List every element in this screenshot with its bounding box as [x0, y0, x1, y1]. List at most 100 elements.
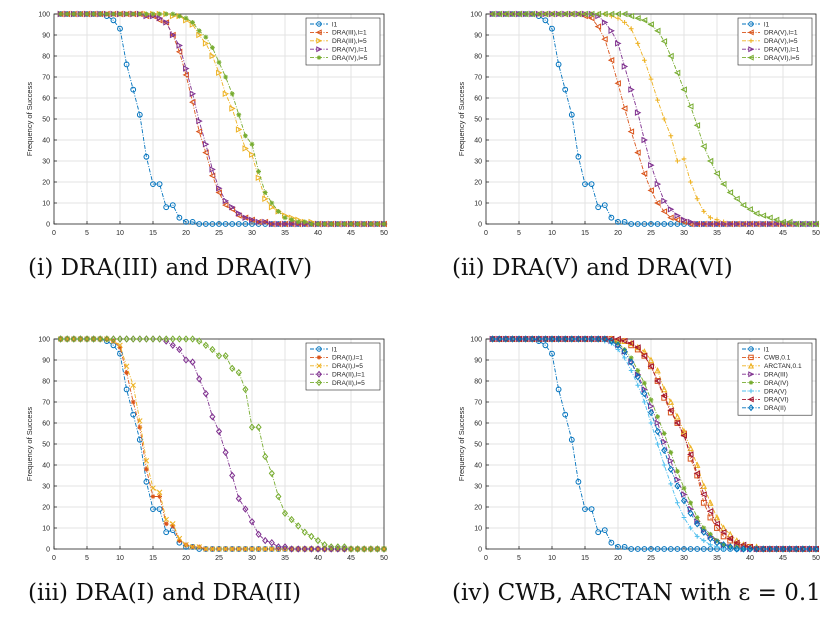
data-point — [582, 506, 588, 513]
legend-entry: DRA(II),l=5 — [332, 380, 365, 387]
data-point — [222, 448, 229, 457]
data-point — [542, 335, 549, 343]
data-point — [575, 478, 582, 485]
series-line — [60, 13, 384, 225]
data-point — [733, 220, 741, 228]
data-point — [654, 546, 661, 552]
legend-entry: DRA(I),l=5 — [332, 363, 363, 370]
data-point — [189, 335, 196, 343]
data-point — [242, 546, 249, 552]
y-axis-label: Frequency of Success — [25, 407, 34, 481]
data-point — [621, 544, 628, 550]
data-point — [588, 181, 595, 188]
data-point — [176, 335, 183, 343]
data-point — [661, 546, 668, 552]
data-point — [157, 494, 162, 499]
x-tick-label: 25 — [215, 230, 223, 237]
legend-entry: DRA(IV),l=1 — [332, 47, 368, 54]
data-point — [694, 196, 700, 202]
data-point — [301, 528, 308, 536]
data-point — [707, 220, 714, 228]
data-point — [694, 220, 701, 228]
data-point — [674, 546, 681, 552]
x-tick-label: 45 — [347, 555, 355, 562]
legend-entry: DRA(II),l=1 — [332, 372, 365, 379]
data-point — [674, 482, 681, 490]
data-point — [555, 61, 562, 68]
data-point — [773, 545, 780, 553]
data-point — [528, 10, 536, 18]
y-tick-label: 30 — [474, 484, 482, 491]
data-point — [687, 103, 694, 110]
data-point — [57, 335, 64, 343]
legend-marker — [316, 21, 322, 27]
data-point — [634, 109, 642, 116]
data-point — [202, 149, 209, 156]
data-point — [136, 436, 143, 443]
data-point — [368, 221, 374, 227]
y-tick-label: 80 — [474, 54, 482, 61]
data-point — [575, 335, 582, 343]
data-point — [150, 11, 156, 17]
data-point — [328, 543, 335, 551]
x-tick-label: 50 — [812, 230, 820, 237]
y-tick-label: 100 — [470, 12, 482, 19]
legend-entry: CWB,0.1 — [764, 355, 791, 362]
data-point — [347, 545, 355, 553]
legend-marker — [316, 379, 322, 387]
data-point — [328, 221, 334, 227]
legend-entry: DRA(III) — [764, 372, 788, 379]
legend-marker — [748, 380, 754, 385]
legend-entry: DRA(I),l=1 — [332, 355, 363, 362]
data-point — [568, 436, 575, 443]
data-point — [243, 133, 248, 139]
data-point — [248, 518, 256, 526]
data-point — [144, 466, 149, 472]
data-point — [766, 545, 773, 553]
legend-entry: l1 — [764, 21, 769, 28]
data-point — [255, 423, 262, 431]
data-point — [137, 11, 143, 17]
data-point — [568, 10, 575, 18]
data-point — [693, 122, 701, 129]
data-point — [661, 431, 667, 436]
legend-entry: DRA(VI) — [764, 397, 789, 404]
data-point — [615, 219, 621, 225]
data-point — [608, 337, 615, 345]
data-point — [209, 52, 216, 60]
y-tick-label: 10 — [42, 526, 50, 533]
chart-panel-4: 0 5 10 15 20 25 30 35 40 45 50 0 10 20 30 40 50 60 70 80 90 1… — [432, 325, 840, 565]
data-point — [714, 538, 720, 543]
data-point — [648, 161, 655, 169]
data-point — [314, 545, 322, 553]
data-point — [489, 10, 496, 18]
data-point — [647, 21, 654, 28]
data-point — [202, 140, 210, 148]
y-tick-label: 100 — [470, 337, 482, 344]
legend-marker — [748, 354, 754, 361]
data-point — [189, 90, 197, 98]
y-tick-label: 50 — [474, 442, 482, 449]
data-point — [786, 545, 793, 553]
data-point — [182, 335, 190, 343]
data-point — [177, 13, 182, 19]
data-point — [163, 521, 169, 527]
data-point — [647, 187, 654, 194]
legend-marker — [316, 363, 322, 369]
data-point — [183, 219, 189, 225]
data-point — [640, 170, 648, 177]
data-point — [255, 546, 262, 552]
data-point — [548, 335, 556, 343]
data-point — [700, 482, 708, 489]
data-point — [509, 335, 516, 343]
data-point — [130, 335, 137, 343]
data-point — [707, 499, 714, 506]
y-tick-label: 40 — [42, 138, 50, 145]
data-point — [687, 546, 694, 552]
data-point — [170, 523, 176, 529]
data-point — [694, 515, 700, 520]
data-point — [667, 206, 675, 213]
data-point — [282, 215, 288, 221]
